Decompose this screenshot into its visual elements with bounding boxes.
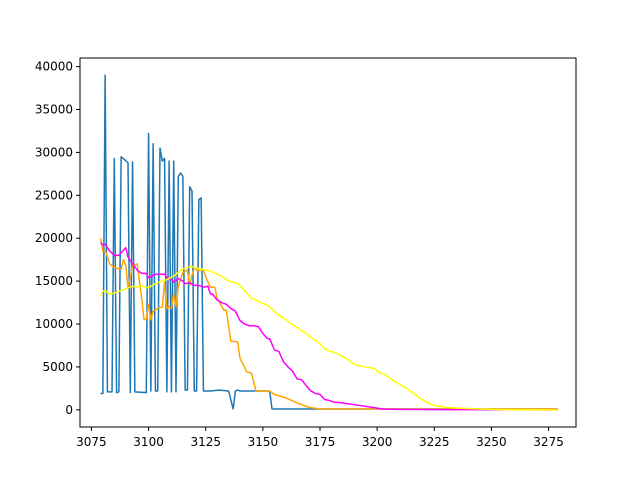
y-axis: 0 5000 10000 15000 20000 25000 30000 35000 40000 [35,60,80,417]
y-tick-label: 30000 [35,145,73,159]
x-axis: 3075 3100 3125 3150 3175 3200 3225 3250 3275 [76,427,564,449]
x-tick-label: 3150 [248,435,279,449]
x-tick-label: 3275 [533,435,564,449]
x-tick-label: 3175 [305,435,336,449]
y-tick-label: 5000 [42,360,73,374]
x-tick-label: 3250 [476,435,507,449]
series-line-3 [100,242,558,411]
y-tick-label: 35000 [35,102,73,116]
y-tick-label: 25000 [35,188,73,202]
y-tick-label: 20000 [35,231,73,245]
x-tick-label: 3200 [362,435,393,449]
y-tick-label: 0 [65,403,73,417]
x-tick-label: 3125 [190,435,221,449]
x-tick-label: 3225 [419,435,450,449]
x-tick-label: 3100 [133,435,164,449]
plot-frame [79,57,577,428]
y-tick-label: 15000 [35,274,73,288]
x-tick-label: 3075 [76,435,107,449]
y-tick-label: 40000 [35,60,73,74]
series-line-1 [100,74,558,410]
series-line-4 [99,265,558,411]
y-tick-label: 10000 [35,317,73,331]
series-layer [99,74,558,411]
